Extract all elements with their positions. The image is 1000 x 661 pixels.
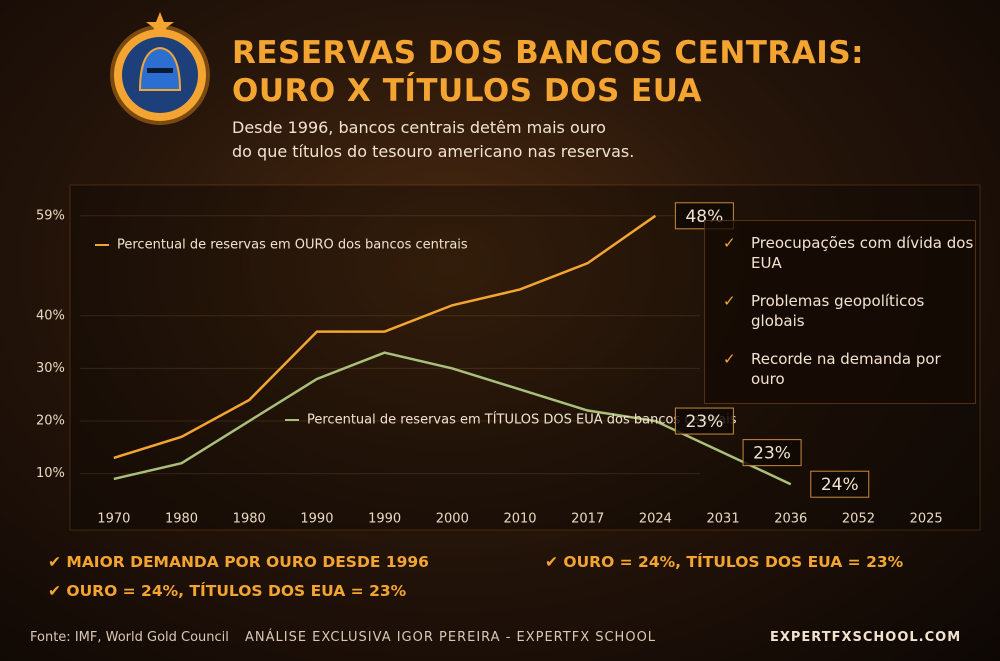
x-tick-label: 1990: [300, 512, 333, 527]
x-tick-label: 2031: [707, 512, 740, 527]
site: EXPERTFXSCHOOL.COM: [770, 630, 962, 645]
credit: ANÁLISE EXCLUSIVA IGOR PEREIRA - EXPERTF…: [245, 630, 657, 645]
y-tick-label: 20%: [36, 414, 65, 429]
side-notes: Preocupações com dívida dos EUA Problema…: [704, 220, 976, 404]
callout-box: [810, 470, 870, 498]
subtitle: Desde 1996, bancos centrais detêm mais o…: [232, 116, 634, 164]
y-tick-label: 30%: [36, 361, 65, 376]
title: RESERVAS DOS BANCOS CENTRAIS: OURO X TÍT…: [232, 34, 864, 110]
x-tick-label: 2000: [436, 512, 469, 527]
callout-label: 23%: [753, 444, 791, 464]
y-tick-label: 40%: [36, 308, 65, 323]
note: Problemas geopolíticos globais: [723, 291, 975, 331]
highlight: OURO = 24%, TÍTULOS DOS EUA = 23%: [48, 582, 406, 600]
callout-box: [674, 407, 734, 435]
note: Preocupações com dívida dos EUA: [723, 233, 975, 273]
callout-box: [742, 439, 802, 467]
x-tick-label: 2036: [774, 512, 807, 527]
y-tick-label: 10%: [36, 466, 65, 481]
highlight: MAIOR DEMANDA POR OURO DESDE 1996: [48, 553, 429, 571]
callout-label: 23%: [685, 412, 723, 432]
x-tick-label: 2025: [910, 512, 943, 527]
title-line: RESERVAS DOS BANCOS CENTRAIS:: [232, 35, 865, 71]
x-tick-label: 1990: [368, 512, 401, 527]
series-line: [113, 214, 657, 460]
x-tick-label: 2017: [571, 512, 604, 527]
source: Fonte: IMF, World Gold Council: [30, 630, 229, 645]
x-tick-label: 2010: [503, 512, 536, 527]
subtitle-line: Desde 1996, bancos centrais detêm mais o…: [232, 118, 606, 137]
legend-label: Percentual de reservas em OURO dos banco…: [117, 238, 468, 253]
title-line: OURO X TÍTULOS DOS EUA: [232, 73, 702, 109]
callout: 24%: [810, 470, 870, 498]
callout-label: 24%: [821, 475, 859, 495]
y-tick-label: 59%: [36, 208, 65, 223]
highlight: OURO = 24%, TÍTULOS DOS EUA = 23%: [545, 553, 903, 571]
subtitle-line: do que títulos do tesouro americano nas …: [232, 142, 635, 161]
x-tick-label: 1980: [233, 512, 266, 527]
callout: 23%: [742, 439, 802, 467]
x-tick-label: 2024: [639, 512, 672, 527]
logo: [110, 12, 210, 125]
legend-label: Percentual de reservas em TÍTULOS DOS EU…: [307, 412, 737, 428]
callout: 23%: [674, 407, 734, 435]
x-tick-label: 2052: [842, 512, 875, 527]
x-tick-label: 1980: [165, 512, 198, 527]
x-tick-label: 1970: [97, 512, 130, 527]
note: Recorde na demanda por ouro: [723, 349, 975, 389]
callout: 48%: [674, 202, 734, 230]
